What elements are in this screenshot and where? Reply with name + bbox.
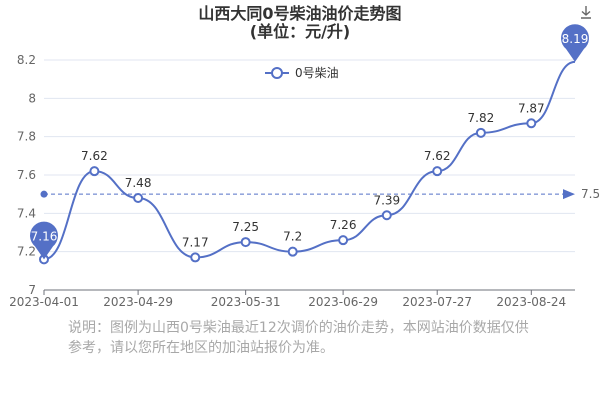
y-tick-label: 7.8 — [17, 130, 36, 144]
y-axis-labels: 7 7.2 7.4 7.6 7.8 8 8.2 — [17, 53, 36, 297]
x-tick-label: 2023-05-31 — [211, 295, 281, 309]
max-marker-pin — [561, 24, 589, 62]
data-label: 7.87 — [518, 101, 545, 115]
disclaimer-note: 说明：图例为山西0号柴油最近12次调价的油价走势，本网站油价数据仅供参考，请以您… — [68, 320, 529, 356]
data-label: 7.25 — [232, 220, 259, 234]
y-tick-label: 8.2 — [17, 53, 36, 67]
legend-marker — [271, 67, 283, 79]
marker-pins: 7.16 8.19 — [30, 24, 589, 260]
data-point — [89, 166, 100, 177]
x-tick-label: 2023-08-24 — [496, 295, 566, 309]
y-tick-label: 7.6 — [17, 168, 36, 182]
data-point — [240, 237, 251, 248]
legend-label: 0号柴油 — [295, 66, 339, 80]
grid-lines — [44, 59, 575, 253]
chart-subtitle: (单位：元/升) — [250, 22, 350, 41]
data-label: 7.62 — [424, 149, 451, 163]
y-tick-label: 7.4 — [17, 206, 36, 220]
y-tick-label: 8 — [28, 91, 36, 105]
data-label: 7.26 — [330, 218, 357, 232]
average-label: 7.5 — [581, 187, 600, 201]
series-line — [43, 60, 576, 261]
download-icon[interactable] — [578, 4, 594, 20]
x-tick-label: 2023-04-01 — [9, 295, 79, 309]
data-point — [432, 166, 443, 177]
x-tick-label: 2023-06-29 — [308, 295, 378, 309]
data-label: 7.39 — [373, 193, 400, 207]
max-marker-pin-label: 8.19 — [562, 32, 589, 46]
data-point — [475, 127, 486, 138]
data-point — [190, 252, 201, 263]
chart-title: 山西大同0号柴油油价走势图 — [198, 4, 401, 23]
data-label: 7.2 — [283, 230, 302, 244]
x-tick-label: 2023-04-29 — [103, 295, 173, 309]
data-label: 7.82 — [468, 111, 495, 125]
data-labels: 7.62 7.48 7.17 7.25 7.2 7.26 7.39 7.62 7.82 7.87 — [81, 101, 545, 249]
x-tick-label: 2023-07-27 — [402, 295, 472, 309]
data-point — [526, 118, 537, 129]
data-label: 7.48 — [125, 176, 152, 190]
data-point — [338, 235, 349, 246]
data-label: 7.17 — [182, 235, 209, 249]
min-marker-pin-label: 7.16 — [31, 229, 58, 243]
x-axis: 2023-04-01 2023-04-29 2023-05-31 2023-06-29… — [9, 289, 575, 309]
y-tick-label: 7.2 — [17, 245, 36, 259]
min-marker-pin — [30, 221, 58, 260]
data-point — [133, 193, 144, 203]
series-group — [39, 60, 576, 265]
data-label: 7.62 — [81, 149, 108, 163]
data-point — [381, 210, 392, 221]
y-tick-label: 7 — [28, 283, 36, 297]
data-point — [287, 246, 298, 257]
average-line-group: 7.5 — [40, 187, 600, 201]
legend[interactable]: 0号柴油 — [265, 66, 339, 80]
average-arrow — [563, 189, 575, 200]
